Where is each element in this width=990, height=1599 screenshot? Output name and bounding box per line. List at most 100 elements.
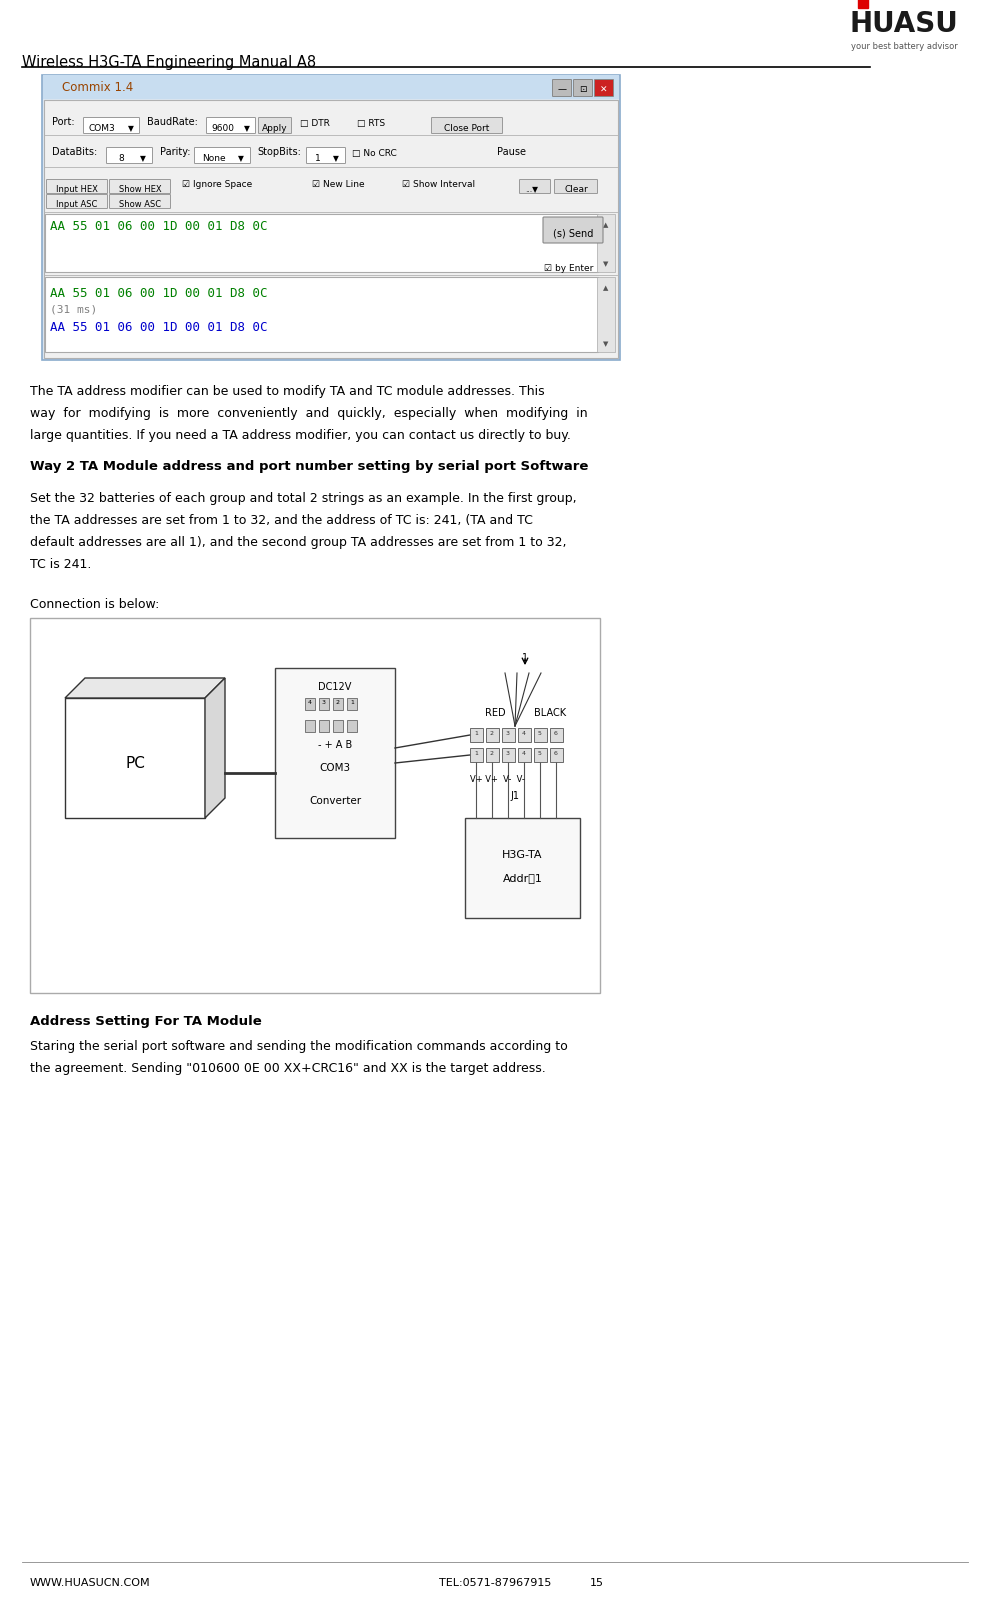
- Bar: [486, 728, 499, 742]
- Bar: [319, 699, 329, 710]
- Text: 6: 6: [554, 752, 558, 756]
- Text: ...▼: ...▼: [526, 185, 539, 193]
- FancyBboxPatch shape: [194, 147, 250, 163]
- Text: The TA address modifier can be used to modify TA and TC module addresses. This: The TA address modifier can be used to m…: [30, 385, 545, 398]
- FancyBboxPatch shape: [110, 179, 170, 193]
- Text: 5: 5: [538, 731, 542, 736]
- Text: 2: 2: [490, 752, 494, 756]
- Text: StopBits:: StopBits:: [257, 147, 301, 157]
- Bar: [319, 720, 329, 732]
- Text: TEL:0571-87967915: TEL:0571-87967915: [439, 1578, 551, 1588]
- FancyBboxPatch shape: [432, 117, 503, 133]
- Text: 4: 4: [522, 752, 526, 756]
- Text: Address Setting For TA Module: Address Setting For TA Module: [30, 1015, 261, 1028]
- FancyBboxPatch shape: [573, 80, 592, 96]
- FancyBboxPatch shape: [520, 179, 550, 193]
- Text: 6: 6: [554, 731, 558, 736]
- Text: HUASU: HUASU: [849, 10, 958, 38]
- Text: 1: 1: [315, 154, 321, 163]
- Text: Parity:: Parity:: [160, 147, 190, 157]
- FancyBboxPatch shape: [107, 147, 152, 163]
- Text: Wireless H3G-TA Engineering Manual A8: Wireless H3G-TA Engineering Manual A8: [22, 54, 316, 70]
- Text: COM3: COM3: [320, 763, 350, 772]
- Bar: [502, 748, 515, 763]
- Text: ▲: ▲: [603, 222, 609, 229]
- Text: 15: 15: [590, 1578, 604, 1588]
- Bar: [550, 748, 563, 763]
- Text: Connection is below:: Connection is below:: [30, 598, 159, 611]
- Bar: [347, 720, 357, 732]
- Bar: [42, 75, 620, 360]
- Text: ☑ Ignore Space: ☑ Ignore Space: [182, 181, 252, 189]
- Text: 5: 5: [538, 752, 542, 756]
- Text: Pause: Pause: [497, 147, 526, 157]
- Bar: [597, 277, 615, 352]
- Bar: [597, 214, 615, 272]
- Text: AA 55 01 06 00 1D 00 01 D8 0C: AA 55 01 06 00 1D 00 01 D8 0C: [50, 221, 267, 233]
- Text: ▼: ▼: [238, 154, 244, 163]
- Text: ▼: ▼: [603, 341, 609, 347]
- Text: default addresses are all 1), and the second group TA addresses are set from 1 t: default addresses are all 1), and the se…: [30, 536, 566, 548]
- Bar: [465, 819, 580, 918]
- Text: ▼: ▼: [140, 154, 146, 163]
- Text: Clear: Clear: [564, 185, 588, 193]
- Bar: [45, 214, 598, 272]
- Text: way  for  modifying  is  more  conveniently  and  quickly,  especially  when  mo: way for modifying is more conveniently a…: [30, 408, 588, 421]
- Text: Input ASC: Input ASC: [56, 200, 98, 209]
- FancyBboxPatch shape: [83, 117, 140, 133]
- Text: Input HEX: Input HEX: [56, 185, 98, 193]
- Text: AA 55 01 06 00 1D 00 01 D8 0C: AA 55 01 06 00 1D 00 01 D8 0C: [50, 286, 267, 301]
- Bar: [333, 720, 343, 732]
- Text: 3: 3: [506, 752, 510, 756]
- FancyBboxPatch shape: [595, 80, 614, 96]
- Text: DC12V: DC12V: [319, 683, 351, 692]
- Bar: [305, 699, 315, 710]
- Text: ▼: ▼: [333, 154, 339, 163]
- Text: DataBits:: DataBits:: [52, 147, 97, 157]
- Text: 4: 4: [308, 700, 312, 705]
- Text: ✕: ✕: [600, 85, 608, 94]
- Text: 4: 4: [522, 731, 526, 736]
- FancyBboxPatch shape: [47, 195, 108, 208]
- Bar: [518, 728, 531, 742]
- Bar: [30, 617, 600, 993]
- Text: Apply: Apply: [262, 125, 288, 133]
- Text: Converter: Converter: [309, 796, 361, 806]
- Text: H3G-TA: H3G-TA: [502, 851, 543, 860]
- Text: 3: 3: [322, 700, 326, 705]
- Text: 3: 3: [506, 731, 510, 736]
- FancyBboxPatch shape: [47, 179, 108, 193]
- Text: ▼: ▼: [603, 261, 609, 267]
- Bar: [534, 748, 547, 763]
- Polygon shape: [65, 678, 225, 699]
- Text: ⊡: ⊡: [579, 85, 587, 94]
- Bar: [534, 728, 547, 742]
- Text: V+ V+  V-  V-: V+ V+ V- V-: [470, 776, 525, 784]
- Text: 1: 1: [350, 700, 354, 705]
- Bar: [347, 699, 357, 710]
- Bar: [518, 748, 531, 763]
- FancyBboxPatch shape: [552, 80, 571, 96]
- Bar: [502, 728, 515, 742]
- Text: (s) Send: (s) Send: [552, 229, 593, 238]
- Text: ☑ New Line: ☑ New Line: [312, 181, 364, 189]
- FancyBboxPatch shape: [307, 147, 346, 163]
- Text: BLACK: BLACK: [534, 708, 566, 718]
- Text: PC: PC: [125, 755, 145, 771]
- Text: 1: 1: [474, 752, 478, 756]
- Text: your best battery advisor: your best battery advisor: [851, 42, 958, 51]
- Bar: [858, 0, 868, 8]
- Bar: [305, 720, 315, 732]
- Bar: [65, 699, 205, 819]
- Text: 2: 2: [490, 731, 494, 736]
- FancyBboxPatch shape: [543, 217, 603, 243]
- Text: (31 ms): (31 ms): [50, 305, 97, 315]
- Text: Set the 32 batteries of each group and total 2 strings as an example. In the fir: Set the 32 batteries of each group and t…: [30, 492, 576, 505]
- Bar: [44, 101, 618, 358]
- Text: □ No CRC: □ No CRC: [352, 149, 397, 158]
- Text: Addr：1: Addr：1: [503, 873, 543, 883]
- Text: TC is 241.: TC is 241.: [30, 558, 91, 571]
- Text: Staring the serial port software and sending the modification commands according: Staring the serial port software and sen…: [30, 1039, 567, 1054]
- Polygon shape: [205, 678, 225, 819]
- Text: Way 2 TA Module address and port number setting by serial port Software: Way 2 TA Module address and port number …: [30, 461, 588, 473]
